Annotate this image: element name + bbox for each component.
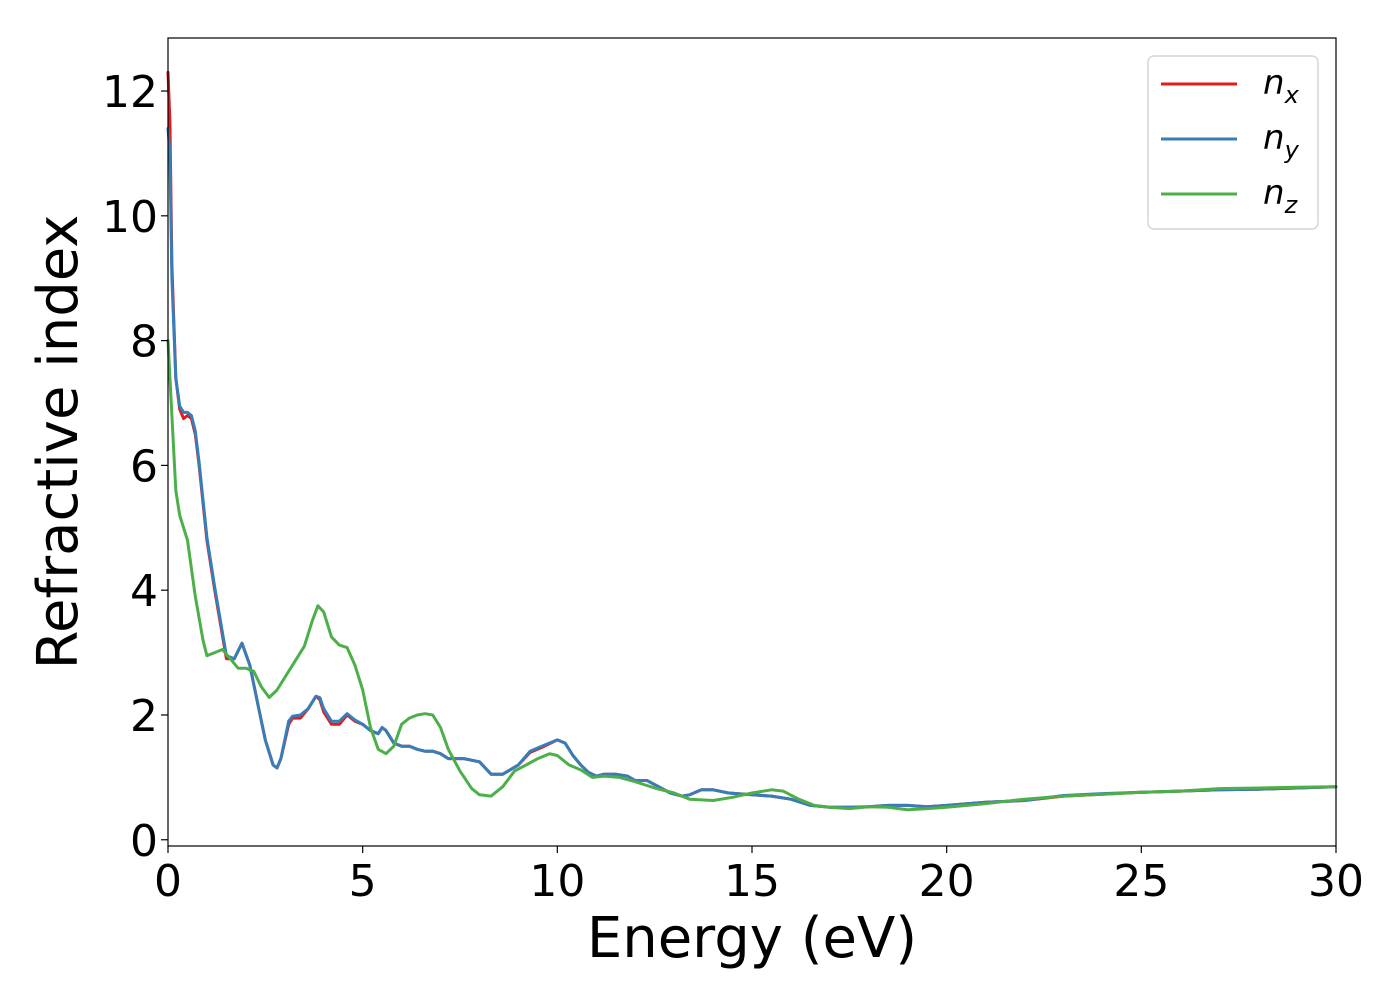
y-tick-label: 4 (130, 566, 158, 617)
legend-label-base: n (1263, 118, 1285, 158)
y-tick-label: 0 (130, 816, 158, 867)
legend-box (1147, 55, 1319, 230)
x-tick-label: 25 (1113, 856, 1169, 907)
x-tick-label: 10 (529, 856, 585, 907)
x-tick-label: 0 (154, 856, 182, 907)
legend-label-nz: nz (1263, 173, 1299, 219)
series-line-nz (166, 339, 1338, 812)
legend-label-base: n (1263, 173, 1285, 213)
legend-label-ny: ny (1263, 118, 1300, 164)
y-axis-ticks: 0 2 4 6 8 10 12 (102, 67, 168, 867)
y-tick-label: 6 (130, 441, 158, 492)
x-tick-label: 30 (1308, 856, 1364, 907)
legend-label-subscript: y (1284, 136, 1300, 164)
y-axis-label: Refractive index (26, 215, 91, 670)
x-tick-label: 15 (724, 856, 780, 907)
legend-label-subscript: z (1284, 191, 1299, 219)
x-tick-label: 5 (349, 856, 377, 907)
x-axis-label: Energy (eV) (587, 906, 917, 971)
y-tick-label: 12 (102, 67, 158, 118)
legend-label-base: n (1263, 63, 1285, 103)
x-tick-label: 20 (919, 856, 975, 907)
plot-series-group (166, 70, 1338, 812)
y-tick-label: 10 (102, 192, 158, 243)
y-tick-label: 2 (130, 691, 158, 742)
y-tick-label: 8 (130, 317, 158, 368)
legend-label-nx: nx (1263, 63, 1300, 109)
x-axis-ticks: 0 5 10 15 20 25 30 (154, 846, 1364, 907)
legend-label-subscript: x (1284, 81, 1300, 109)
